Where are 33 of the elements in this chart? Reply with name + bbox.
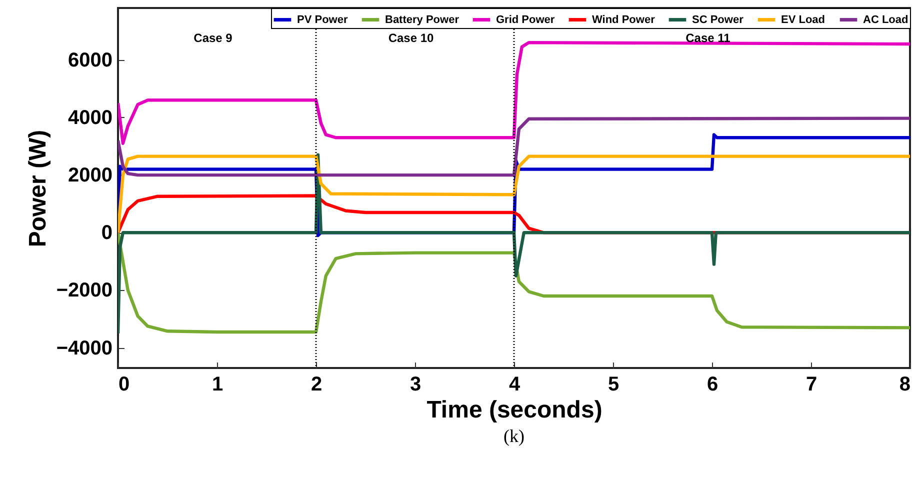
line-series	[118, 40, 910, 145]
y-tick-label: 4000	[68, 106, 112, 129]
legend-label: AC Load	[863, 14, 908, 26]
x-tick-label: 2	[310, 374, 322, 396]
y-tick-label: 0	[101, 222, 112, 244]
legend-label: EV Load	[781, 14, 826, 26]
legend-label: PV Power	[297, 14, 348, 26]
x-tick-label: 1	[212, 374, 224, 396]
x-axis-title: Time (seconds)	[426, 396, 602, 424]
x-tick-label: 3	[410, 374, 422, 396]
line-series	[118, 153, 910, 336]
legend-label: Battery Power	[385, 14, 460, 26]
line-series	[118, 231, 910, 334]
x-tick-label: 6	[706, 374, 718, 396]
annotation: Case 11	[686, 31, 731, 45]
x-tick-label: 8	[899, 374, 910, 396]
x-tick-label: 7	[806, 374, 818, 396]
line-series	[118, 154, 910, 234]
legend-label: Wind Power	[592, 14, 656, 26]
y-tick-label: 6000	[68, 49, 112, 72]
annotation: Case 9	[194, 31, 233, 45]
y-axis-title: Power (W)	[24, 130, 52, 248]
y-tick-label: 2000	[68, 164, 112, 187]
y-tick-label: −4000	[56, 337, 112, 360]
legend-label: SC Power	[692, 14, 744, 26]
x-tick-label: 5	[608, 374, 620, 396]
legend-label: Grid Power	[496, 14, 556, 26]
x-tick-label: 4	[508, 374, 521, 396]
line-series	[118, 116, 910, 177]
annotation: Case 10	[388, 31, 434, 45]
y-tick-label: −2000	[56, 280, 112, 302]
text: (k)	[504, 426, 524, 446]
x-tick-label: 0	[118, 374, 130, 396]
